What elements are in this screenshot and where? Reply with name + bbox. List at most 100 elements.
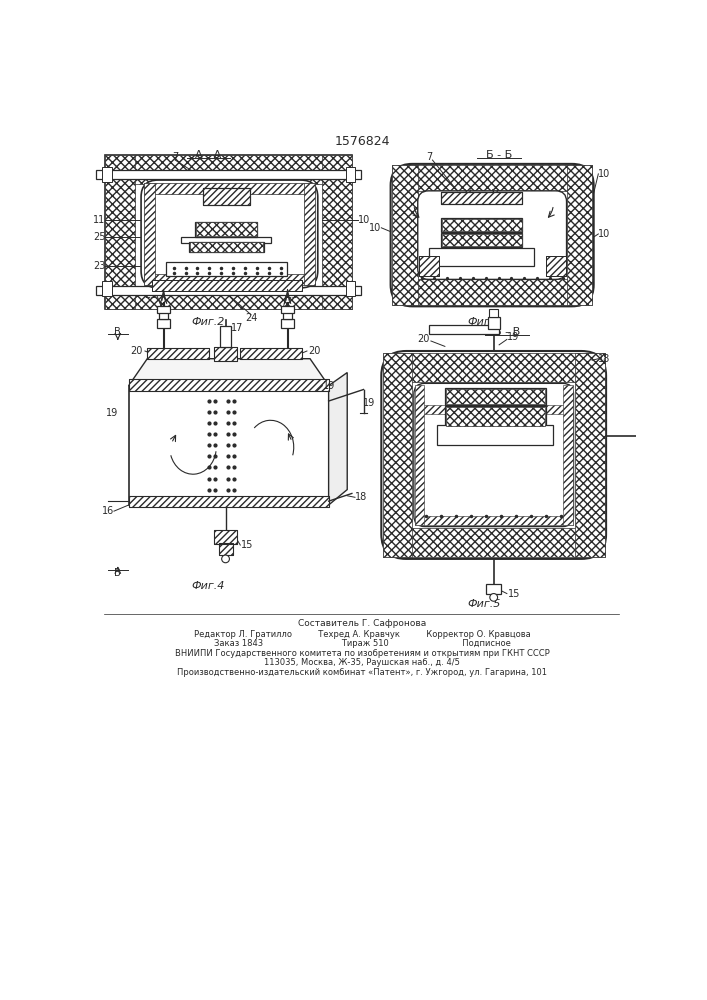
- Bar: [144, 274, 315, 285]
- Text: 113035, Москва, Ж-35, Раушская наб., д. 4/5: 113035, Москва, Ж-35, Раушская наб., д. …: [264, 658, 460, 667]
- Bar: [218, 543, 233, 555]
- Bar: [166, 262, 287, 276]
- Bar: [196, 222, 257, 236]
- Bar: [346, 281, 355, 296]
- Bar: [195, 222, 257, 237]
- Text: 19: 19: [322, 381, 334, 391]
- Bar: [220, 326, 231, 347]
- Bar: [419, 256, 438, 276]
- Polygon shape: [129, 359, 329, 386]
- Text: Редактор Л. Гратилло          Техред А. Кравчук          Корректор О. Кравцова: Редактор Л. Гратилло Техред А. Кравчук К…: [194, 630, 530, 639]
- Text: В - В: В - В: [493, 327, 520, 337]
- Bar: [437, 425, 554, 445]
- Text: 19: 19: [105, 408, 118, 418]
- Text: 21: 21: [285, 290, 298, 300]
- Bar: [383, 528, 604, 557]
- Bar: [383, 353, 412, 557]
- Bar: [445, 407, 545, 426]
- Bar: [218, 543, 233, 555]
- Bar: [546, 256, 566, 276]
- Text: 7: 7: [172, 152, 178, 162]
- Text: Фиг.2: Фиг.2: [192, 317, 226, 327]
- Bar: [575, 353, 604, 557]
- Bar: [442, 234, 522, 246]
- Text: В: В: [115, 568, 121, 578]
- Bar: [103, 281, 112, 296]
- Bar: [158, 319, 170, 328]
- Bar: [445, 388, 546, 405]
- Bar: [240, 348, 303, 359]
- Text: 10: 10: [598, 169, 611, 179]
- Bar: [152, 280, 301, 291]
- Text: 10: 10: [369, 223, 381, 233]
- Polygon shape: [329, 373, 347, 505]
- Bar: [103, 167, 112, 182]
- Bar: [281, 306, 293, 312]
- Bar: [96, 170, 361, 179]
- Bar: [429, 248, 534, 266]
- Bar: [203, 188, 250, 205]
- Bar: [441, 192, 522, 204]
- Bar: [105, 286, 352, 309]
- Text: 17: 17: [231, 323, 243, 333]
- Text: В: В: [115, 327, 121, 337]
- Bar: [129, 386, 329, 505]
- Text: 24: 24: [245, 313, 257, 323]
- Text: Б - Б: Б - Б: [486, 150, 513, 160]
- Text: Составитель Г. Сафронова: Составитель Г. Сафронова: [298, 619, 426, 628]
- FancyBboxPatch shape: [418, 191, 566, 279]
- Bar: [546, 256, 566, 276]
- Bar: [392, 279, 592, 305]
- Bar: [441, 192, 522, 204]
- Bar: [414, 385, 424, 525]
- Text: ВНИИПИ Государственного комитета по изобретениям и открытиям при ГКНТ СССР: ВНИИПИ Государственного комитета по изоб…: [175, 649, 549, 658]
- Bar: [414, 405, 573, 414]
- Bar: [392, 165, 418, 305]
- Text: 21: 21: [144, 290, 156, 300]
- Bar: [441, 233, 522, 247]
- Bar: [442, 219, 522, 231]
- Bar: [189, 242, 264, 252]
- Text: Фиг.4: Фиг.4: [192, 581, 226, 591]
- Bar: [445, 389, 545, 404]
- Bar: [96, 286, 361, 295]
- Bar: [105, 155, 352, 309]
- Bar: [419, 256, 438, 276]
- Text: Заказ 1843                              Тираж 510                            Под: Заказ 1843 Тираж 510 Под: [214, 639, 510, 648]
- Text: 1576824: 1576824: [334, 135, 390, 148]
- FancyBboxPatch shape: [414, 383, 573, 527]
- Circle shape: [490, 594, 498, 601]
- Bar: [105, 155, 352, 184]
- Bar: [214, 530, 237, 544]
- FancyBboxPatch shape: [391, 164, 594, 306]
- Text: 16: 16: [102, 506, 114, 516]
- Bar: [441, 218, 522, 232]
- Bar: [563, 385, 573, 525]
- Bar: [414, 516, 573, 525]
- Text: 15: 15: [241, 540, 253, 550]
- Text: 18: 18: [355, 492, 368, 502]
- Text: 11: 11: [93, 215, 105, 225]
- Bar: [214, 347, 237, 361]
- Bar: [144, 183, 155, 285]
- Text: 25: 25: [93, 232, 105, 242]
- Bar: [392, 165, 592, 191]
- Bar: [129, 496, 329, 507]
- Bar: [214, 530, 237, 544]
- Text: 10: 10: [598, 229, 611, 239]
- Bar: [105, 155, 135, 309]
- Bar: [182, 237, 271, 243]
- Bar: [147, 348, 209, 359]
- Bar: [190, 242, 263, 252]
- Text: 15: 15: [508, 589, 520, 599]
- Text: А - А: А - А: [195, 150, 221, 160]
- Text: Фиг.3: Фиг.3: [467, 317, 501, 327]
- Text: 18: 18: [597, 354, 610, 364]
- Bar: [159, 312, 168, 319]
- Bar: [214, 347, 237, 361]
- Bar: [240, 348, 303, 359]
- Text: Производственно-издательский комбинат «Патент», г. Ужгород, ул. Гагарина, 101: Производственно-издательский комбинат «П…: [177, 668, 547, 677]
- Text: 20: 20: [417, 334, 429, 344]
- Bar: [488, 317, 500, 329]
- Bar: [383, 353, 604, 382]
